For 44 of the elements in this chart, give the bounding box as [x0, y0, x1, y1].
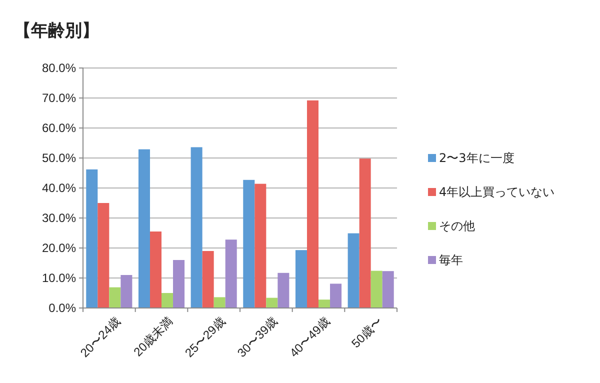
bar: [254, 184, 266, 308]
y-tick-label: 60.0%: [42, 120, 76, 135]
x-tick-label: 20〜24歳: [78, 314, 124, 360]
bar: [86, 169, 98, 308]
legend-label: その他: [439, 219, 475, 233]
y-tick-label: 0.0%: [48, 300, 76, 315]
bar: [278, 272, 290, 308]
bar: [173, 260, 185, 308]
bar: [98, 203, 110, 308]
y-tick-label: 20.0%: [42, 240, 76, 255]
bar: [109, 287, 121, 308]
x-tick-label: 50歳〜: [348, 314, 386, 351]
bar: [162, 293, 174, 308]
bar: [138, 149, 150, 308]
legend-label: 毎年: [439, 253, 463, 267]
y-tick-label: 80.0%: [42, 60, 76, 75]
bar: [243, 180, 255, 308]
bar: [382, 271, 394, 308]
y-tick-label: 70.0%: [42, 90, 76, 105]
bar: [318, 300, 330, 308]
x-tick-label: 20歳未満: [130, 314, 176, 360]
bar: [370, 270, 382, 308]
bar: [202, 251, 214, 308]
bar: [120, 275, 132, 308]
bar: [306, 100, 318, 308]
bar: [359, 158, 371, 308]
legend-label: 2〜3年に一度: [439, 151, 514, 165]
bar: [348, 233, 360, 308]
bar: [214, 297, 226, 308]
bar: [295, 250, 307, 308]
x-tick-label: 25〜29歳: [182, 314, 228, 360]
y-tick-label: 30.0%: [42, 210, 76, 225]
y-tick-label: 10.0%: [42, 270, 76, 285]
bar: [266, 298, 278, 308]
bar: [330, 284, 342, 308]
chart-title: 【年齢別】: [14, 21, 99, 41]
bar: [225, 240, 237, 308]
legend-label: 4年以上買っていない: [439, 185, 555, 199]
bar: [150, 232, 162, 308]
y-tick-label: 40.0%: [42, 180, 76, 195]
y-tick-label: 50.0%: [42, 150, 76, 165]
x-tick-label: 40〜49歳: [286, 314, 333, 360]
x-tick-label: 30〜39歳: [234, 314, 280, 360]
bar: [190, 147, 202, 308]
